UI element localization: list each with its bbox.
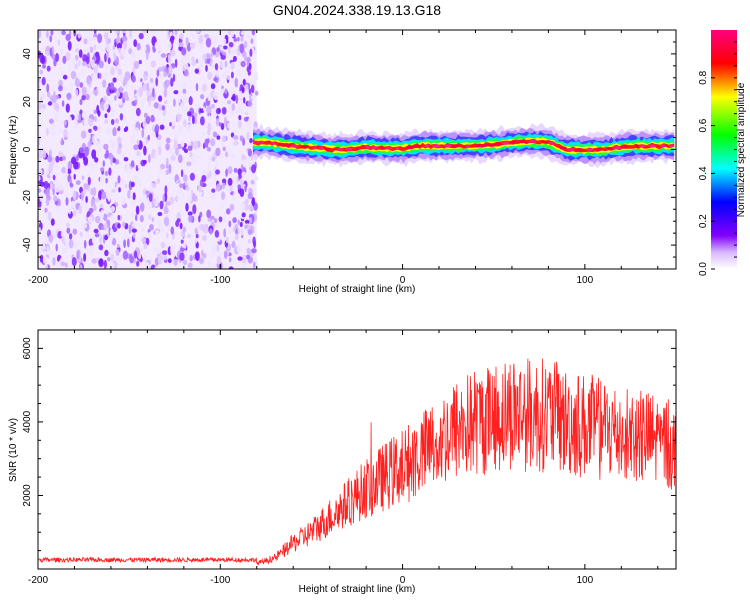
ridge-peak xyxy=(355,146,360,150)
ridge-peak xyxy=(370,146,379,150)
ridge-peak xyxy=(405,145,415,149)
colorbar-gradient xyxy=(711,30,737,269)
snr-axes: -200 -100 0 100 2000 4000 6000 xyxy=(22,329,676,586)
ridge-peak xyxy=(260,140,265,144)
colorbar-tick-label: 0.2 xyxy=(698,214,709,228)
y-tick-label: -20 xyxy=(22,190,33,205)
snr-xlabel: Height of straight line (km) xyxy=(299,584,416,595)
ridge-peak xyxy=(549,141,554,146)
ridge-peak xyxy=(386,146,393,150)
y-tick-label: 0 xyxy=(22,146,33,152)
ridge-peak xyxy=(668,144,674,148)
noise-speckle xyxy=(38,30,259,269)
snr-line xyxy=(38,358,676,566)
x-tick-label: 0 xyxy=(400,275,406,286)
ridge-peak xyxy=(480,143,489,147)
ridge-peak xyxy=(465,144,470,148)
colorbar-tick-label: 0.0 xyxy=(698,262,709,276)
y-tick-label: -40 xyxy=(22,237,33,252)
ridge-peak xyxy=(612,146,622,150)
ridge-peak xyxy=(336,147,343,152)
snr-plot-frame xyxy=(37,329,677,570)
ridge-peak xyxy=(443,144,453,148)
ridge-peak xyxy=(586,147,594,152)
spectrogram-ylabel: Frequency (Hz) xyxy=(8,116,19,185)
ridge-peak xyxy=(324,147,331,151)
spectrogram-xlabel: Height of straight line (km) xyxy=(299,284,416,295)
ridge-peak xyxy=(319,146,324,150)
ridge-peak xyxy=(559,146,567,150)
ridge-peak xyxy=(530,139,537,143)
ridge-peak xyxy=(412,144,421,148)
y-tick-label: 6000 xyxy=(22,337,33,360)
ridge-peak xyxy=(596,147,601,152)
ridge-peak xyxy=(431,144,441,148)
colorbar-ticks: 0.0 0.2 0.4 0.6 0.8 xyxy=(698,41,737,276)
spectral-ridge xyxy=(253,122,675,169)
ridge-peak xyxy=(278,142,286,146)
snr-series xyxy=(38,358,676,566)
ridge-peak xyxy=(648,144,656,148)
x-tick-label: -100 xyxy=(210,275,230,286)
snr-panel: -200 -100 0 100 2000 4000 6000 Height of strai… xyxy=(8,329,677,595)
x-tick-label: -200 xyxy=(28,575,48,586)
ridge-peak xyxy=(345,147,353,151)
snr-ylabel: SNR (10 * v/v) xyxy=(8,418,19,482)
y-tick-label: 40 xyxy=(22,48,33,60)
x-tick-label: 100 xyxy=(577,575,594,586)
colorbar-tick-label: 0.4 xyxy=(698,166,709,180)
ridge-peak xyxy=(365,145,370,149)
colorbar-tick-label: 0.8 xyxy=(698,70,709,84)
x-tick-label: 100 xyxy=(577,275,594,286)
x-tick-label: -200 xyxy=(28,275,48,286)
ridge-peak xyxy=(380,146,384,150)
x-tick-label: -100 xyxy=(210,575,230,586)
ridge-peak xyxy=(312,146,317,150)
ridge-peak xyxy=(501,141,510,145)
ridge-peak xyxy=(253,140,261,144)
ridge-peak xyxy=(493,142,502,146)
colorbar-tick-label: 0.6 xyxy=(698,118,709,132)
colorbar: 0.0 0.2 0.4 0.6 0.8 Normalized spectral ampl… xyxy=(698,30,747,276)
ridge-peak xyxy=(424,144,430,148)
y-tick-label: 2000 xyxy=(22,484,33,507)
ridge-peak xyxy=(290,144,299,148)
ridge-peak xyxy=(576,147,582,152)
ridge-peak xyxy=(395,146,399,150)
ridge-peak xyxy=(451,144,460,148)
ridge-peak xyxy=(634,144,639,148)
ridge-peak xyxy=(508,140,516,144)
y-tick-label: 20 xyxy=(22,96,33,108)
ridge-peak xyxy=(622,145,627,149)
figure-title: GN04.2024.338.19.13.G18 xyxy=(273,2,441,18)
spectrogram-heatmap xyxy=(38,30,676,269)
ridge-peak xyxy=(301,145,308,149)
ridge-peak xyxy=(519,140,526,144)
ridge-peak xyxy=(284,143,291,147)
ridge-peak xyxy=(567,147,575,152)
ridge-peak xyxy=(541,140,549,144)
y-tick-label: 4000 xyxy=(22,410,33,433)
colorbar-label: Normalized spectral amplitude xyxy=(736,82,747,217)
ridge-peak xyxy=(270,141,275,145)
ridge-peak xyxy=(639,144,646,148)
x-tick-label: 0 xyxy=(400,575,406,586)
ridge-peak xyxy=(660,144,666,148)
ridge-peak xyxy=(486,143,496,147)
